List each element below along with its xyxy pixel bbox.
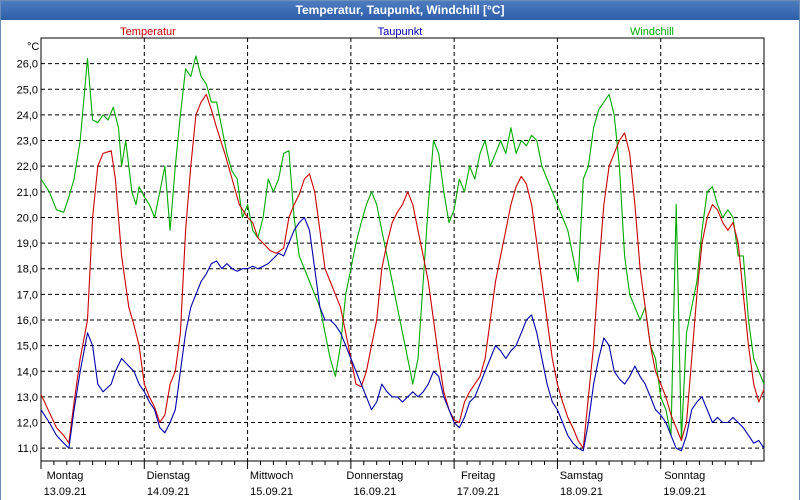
series-line-taupunkt bbox=[40, 216, 765, 452]
legend-windchill: Windchill bbox=[630, 26, 674, 38]
y-tick-label: 22,0 bbox=[17, 161, 38, 173]
day-date-label: 19.09.21 bbox=[663, 486, 706, 498]
y-tick-label: 15,0 bbox=[17, 341, 38, 353]
y-tick-label: 19,0 bbox=[17, 238, 38, 250]
y-tick-label: 25,0 bbox=[17, 84, 38, 96]
day-name-label: Dienstag bbox=[147, 470, 190, 482]
y-axis-unit: °C bbox=[27, 41, 39, 53]
day-name-label: Samstag bbox=[560, 470, 603, 482]
day-date-label: 18.09.21 bbox=[560, 486, 603, 498]
day-date-label: 13.09.21 bbox=[44, 486, 87, 498]
y-tick-label: 17,0 bbox=[17, 289, 38, 301]
series-line-windchill bbox=[40, 55, 765, 442]
y-tick-label: 12,0 bbox=[17, 418, 38, 430]
y-tick-label: 11,0 bbox=[17, 443, 38, 455]
day-name-label: Freitag bbox=[461, 470, 495, 482]
day-name-label: Mittwoch bbox=[250, 470, 293, 482]
series-line-temperatur bbox=[40, 93, 765, 449]
day-name-label: Montag bbox=[47, 470, 84, 482]
window-title: Temperatur, Taupunkt, Windchill [°C] bbox=[1, 1, 799, 20]
chart-svg: 11,0 12,0 13,0 14,0 15,0 16,0 17,0 18,0 19,0 20,0… bbox=[1, 20, 799, 500]
day-date-label: 17.09.21 bbox=[457, 486, 500, 498]
y-tick-label: 24,0 bbox=[17, 110, 38, 122]
legend-taupunkt: Taupunkt bbox=[378, 26, 423, 38]
day-date-label: 15.09.21 bbox=[250, 486, 293, 498]
y-tick-label: 23,0 bbox=[17, 136, 38, 148]
y-tick-label: 16,0 bbox=[17, 315, 38, 327]
y-tick-label: 14,0 bbox=[17, 366, 38, 378]
y-tick-label: 21,0 bbox=[17, 187, 38, 199]
day-date-label: 16.09.21 bbox=[353, 486, 396, 498]
y-tick-label: 18,0 bbox=[17, 264, 38, 276]
day-name-label: Sonntag bbox=[664, 470, 705, 482]
day-name-label: Donnerstag bbox=[346, 470, 403, 482]
legend-temperatur: Temperatur bbox=[120, 26, 176, 38]
y-tick-label: 13,0 bbox=[17, 392, 38, 404]
day-date-label: 14.09.21 bbox=[147, 486, 190, 498]
y-tick-label: 26,0 bbox=[17, 59, 38, 71]
y-tick-label: 20,0 bbox=[17, 212, 38, 224]
